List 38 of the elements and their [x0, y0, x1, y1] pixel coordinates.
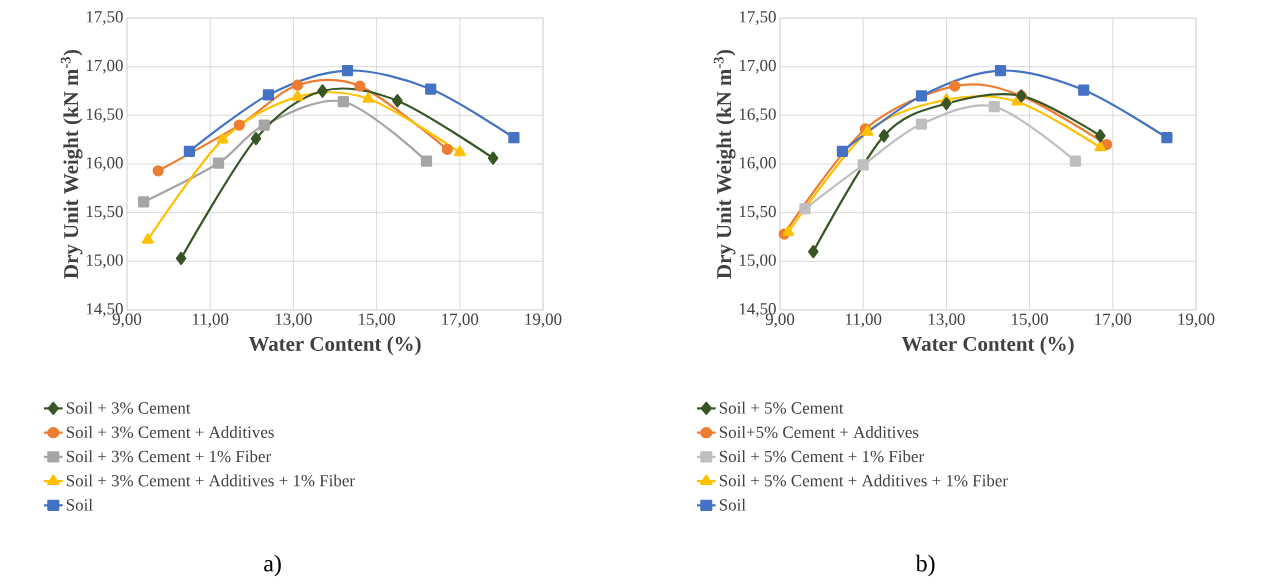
y-axis-title: Dry Unit Weight (kN m$^{-3}$): [60, 49, 83, 279]
legend-label: Soil + 3% Cement + Additives + 1% Fiber: [66, 474, 355, 487]
y-tick-label: 15,50: [86, 205, 123, 220]
legend-label: Soil: [66, 498, 93, 511]
y-tick-label: 15,00: [739, 254, 776, 269]
x-axis-title: Water Content (%): [248, 336, 421, 356]
x-tick-label: 19,00: [525, 313, 562, 328]
y-tick-label: 16,00: [86, 157, 123, 171]
y-tick-label: 17,00: [739, 59, 776, 74]
x-tick-label: 13,00: [928, 313, 965, 328]
y-tick-label: 16,50: [739, 108, 776, 123]
y-tick-label: 15,00: [86, 254, 123, 269]
y-axis-title: Dry Unit Weight (kN m$^{-3}$): [713, 49, 736, 279]
text: a): [264, 554, 281, 577]
legend-label: Soil: [719, 498, 746, 511]
x-tick-label: 11,00: [192, 313, 229, 328]
legend-label: Soil + 5% Cement + 1% Fiber: [719, 450, 924, 463]
x-tick-label: 13,00: [275, 313, 312, 328]
x-tick-label: 15,00: [359, 313, 396, 328]
x-tick-label: 17,00: [442, 313, 479, 328]
y-tick-label: 17,50: [86, 11, 123, 25]
legend-label: Soil + 3% Cement + 1% Fiber: [66, 450, 271, 463]
y-tick-label: 15,50: [739, 205, 776, 220]
y-tick-label: 17,00: [86, 59, 123, 74]
x-tick-label: 19,00: [1178, 313, 1215, 328]
legend-label: Soil + 3% Cement + Additives: [66, 426, 274, 438]
x-tick-label: 11,00: [845, 313, 882, 328]
legend-label: Soil+5% Cement + Additives: [719, 426, 919, 438]
x-tick-label: 17,00: [1095, 313, 1132, 328]
legend-label: Soil + 3% Cement: [66, 401, 191, 414]
x-axis-title: Water Content (%): [901, 336, 1074, 356]
legend-label: Soil + 5% Cement + Additives + 1% Fiber: [719, 474, 1008, 487]
x-tick-label: 15,00: [1012, 313, 1049, 328]
text: b): [915, 554, 935, 577]
legend-label: Soil + 5% Cement: [719, 401, 844, 414]
y-tick-label: 16,50: [86, 108, 123, 123]
y-tick-label: 17,50: [739, 11, 776, 25]
y-tick-label: 16,00: [739, 157, 776, 171]
